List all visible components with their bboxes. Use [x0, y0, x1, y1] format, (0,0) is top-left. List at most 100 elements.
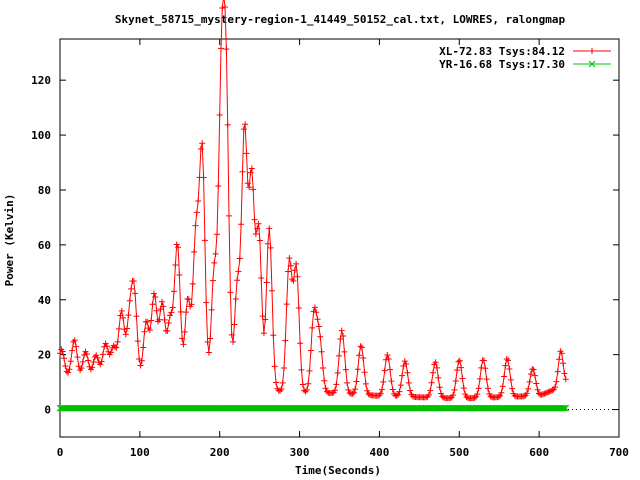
data-point	[105, 348, 112, 355]
data-point	[153, 307, 160, 314]
data-point	[436, 384, 443, 391]
data-point	[212, 250, 219, 257]
data-point	[495, 393, 502, 400]
data-point	[352, 386, 359, 393]
data-point	[409, 393, 416, 400]
x-tick-label: 0	[57, 446, 64, 459]
data-point	[121, 326, 128, 333]
data-point	[98, 358, 105, 365]
data-point	[230, 338, 237, 345]
data-point	[66, 366, 73, 373]
data-point	[201, 237, 208, 244]
data-point	[433, 364, 440, 371]
data-point	[125, 312, 132, 319]
data-point	[303, 386, 310, 393]
data-point	[315, 323, 322, 330]
data-point	[130, 278, 137, 285]
data-point	[183, 309, 190, 316]
data-point	[427, 387, 434, 394]
legend-key-yr	[573, 60, 611, 68]
data-point	[511, 392, 518, 399]
x-tick-label: 100	[130, 446, 150, 459]
data-point	[270, 332, 277, 339]
data-point	[132, 290, 139, 297]
data-point	[195, 197, 202, 204]
data-point	[323, 388, 330, 395]
data-point	[332, 387, 339, 394]
data-point	[286, 255, 293, 262]
data-point	[81, 352, 88, 359]
series-layer	[56, 0, 570, 412]
data-point	[150, 290, 157, 297]
data-point	[69, 347, 76, 354]
data-point	[254, 225, 261, 232]
data-point	[133, 313, 140, 320]
data-point	[232, 295, 239, 302]
data-point	[215, 182, 222, 189]
data-point	[539, 391, 546, 398]
data-point	[287, 262, 294, 269]
data-point	[525, 385, 532, 392]
data-point	[90, 359, 97, 366]
data-point	[318, 348, 325, 355]
x-tick-label: 700	[609, 446, 629, 459]
data-point	[116, 325, 123, 332]
data-point	[531, 372, 538, 379]
data-point	[451, 386, 458, 393]
data-point	[460, 385, 467, 392]
data-point	[395, 391, 402, 398]
data-point	[541, 390, 548, 397]
data-point	[149, 301, 156, 308]
data-point	[264, 240, 271, 247]
data-point	[377, 390, 384, 397]
data-point	[294, 273, 301, 280]
data-point	[471, 394, 478, 401]
y-tick-label: 60	[38, 239, 51, 252]
x-tick-label: 600	[529, 446, 549, 459]
data-point	[167, 312, 174, 319]
data-point	[305, 380, 312, 387]
data-point	[85, 357, 92, 364]
data-point	[211, 259, 218, 266]
data-point	[462, 391, 469, 398]
data-point	[307, 347, 314, 354]
data-point	[175, 244, 182, 251]
data-point	[271, 363, 278, 370]
data-point	[334, 369, 341, 376]
data-point	[429, 369, 436, 376]
data-point	[336, 352, 343, 359]
data-point	[226, 212, 233, 219]
data-point	[209, 277, 216, 284]
data-point	[285, 268, 292, 275]
data-point	[535, 390, 542, 397]
data-point	[180, 341, 187, 348]
data-point	[222, 3, 229, 10]
data-point	[148, 317, 155, 324]
data-point	[152, 294, 159, 301]
data-point	[246, 184, 253, 191]
data-point	[259, 313, 266, 320]
data-point	[176, 271, 183, 278]
data-point	[120, 314, 127, 321]
data-point	[156, 316, 163, 323]
legend-marker	[589, 48, 595, 54]
data-point	[360, 355, 367, 362]
data-point	[396, 388, 403, 395]
data-point	[362, 380, 369, 387]
data-point	[208, 306, 215, 313]
data-point	[562, 404, 570, 412]
data-point	[432, 359, 439, 366]
data-point	[290, 277, 297, 284]
data-point	[207, 335, 214, 342]
y-tick-label: 120	[31, 74, 51, 87]
data-point	[200, 174, 207, 181]
data-point	[483, 376, 490, 383]
data-point	[526, 378, 533, 385]
data-point	[353, 378, 360, 385]
y-tick-label: 20	[38, 349, 51, 362]
data-point	[463, 393, 470, 400]
data-point	[107, 349, 114, 356]
data-point	[345, 386, 352, 393]
data-point	[450, 392, 457, 399]
